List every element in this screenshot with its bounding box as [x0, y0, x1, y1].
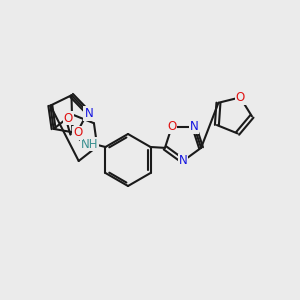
Text: N: N	[178, 154, 188, 167]
Text: O: O	[167, 120, 176, 133]
Text: O: O	[236, 91, 245, 104]
Text: NH: NH	[81, 137, 98, 151]
Text: N: N	[84, 107, 93, 120]
Text: O: O	[73, 127, 83, 140]
Text: N: N	[190, 120, 199, 133]
Text: O: O	[64, 112, 73, 124]
